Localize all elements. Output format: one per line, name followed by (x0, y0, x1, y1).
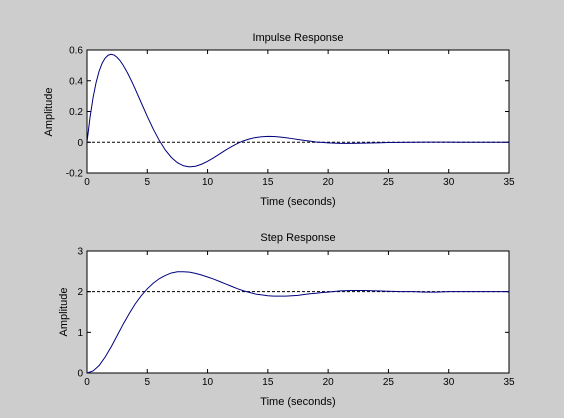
step-xtick-label: 25 (383, 377, 395, 388)
impulse-response-plot: Impulse Response Time (seconds) Amplitud… (43, 32, 515, 208)
impulse-xtick-label: 10 (202, 177, 214, 188)
step-ylabel: Amplitude (58, 288, 70, 337)
step-xlabel: Time (seconds) (260, 396, 335, 408)
impulse-xtick-label: 0 (84, 177, 90, 188)
impulse-ticks: 0 5 10 15 20 25 30 35-0.200.20.40.6 (66, 46, 515, 189)
impulse-xtick-label: 30 (443, 177, 455, 188)
step-xtick-label: 0 (84, 377, 90, 388)
step-axes-box (86, 250, 510, 374)
impulse-xtick-label: 25 (383, 177, 395, 188)
impulse-xtick-label: 15 (262, 177, 274, 188)
impulse-title: Impulse Response (252, 32, 343, 44)
impulse-xlabel: Time (seconds) (260, 196, 335, 208)
impulse-response-line (86, 53, 509, 168)
step-ytick-label: 2 (77, 287, 83, 298)
step-xtick-label: 15 (262, 377, 274, 388)
step-ytick-label: 3 (77, 247, 83, 258)
step-response-line (86, 271, 509, 374)
impulse-ytick-label: 0 (77, 138, 83, 149)
impulse-xtick-label: 35 (503, 177, 515, 188)
impulse-ytick-label: 0.4 (69, 76, 83, 87)
step-xtick-label: 20 (323, 377, 335, 388)
step-xtick-label: 10 (202, 377, 214, 388)
impulse-ylabel: Amplitude (43, 88, 55, 137)
impulse-ytick-label: 0.2 (69, 107, 83, 118)
step-xtick-label: 30 (443, 377, 455, 388)
step-xtick-label: 5 (145, 377, 151, 388)
impulse-ytick-label: 0.6 (69, 46, 83, 57)
step-title: Step Response (260, 232, 335, 244)
step-ytick-label: 0 (77, 369, 83, 380)
step-ytick-label: 1 (77, 328, 83, 339)
impulse-ytick-label: -0.2 (66, 169, 84, 180)
step-ticks: 0 5 10 15 20 25 30 35 0 1 2 3 (77, 247, 515, 389)
step-xtick-label: 35 (503, 377, 515, 388)
step-response-plot: Step Response Time (seconds) Amplitude 0… (58, 232, 515, 408)
impulse-xtick-label: 20 (323, 177, 335, 188)
impulse-xtick-label: 5 (145, 177, 151, 188)
impulse-axes-box (86, 49, 510, 174)
